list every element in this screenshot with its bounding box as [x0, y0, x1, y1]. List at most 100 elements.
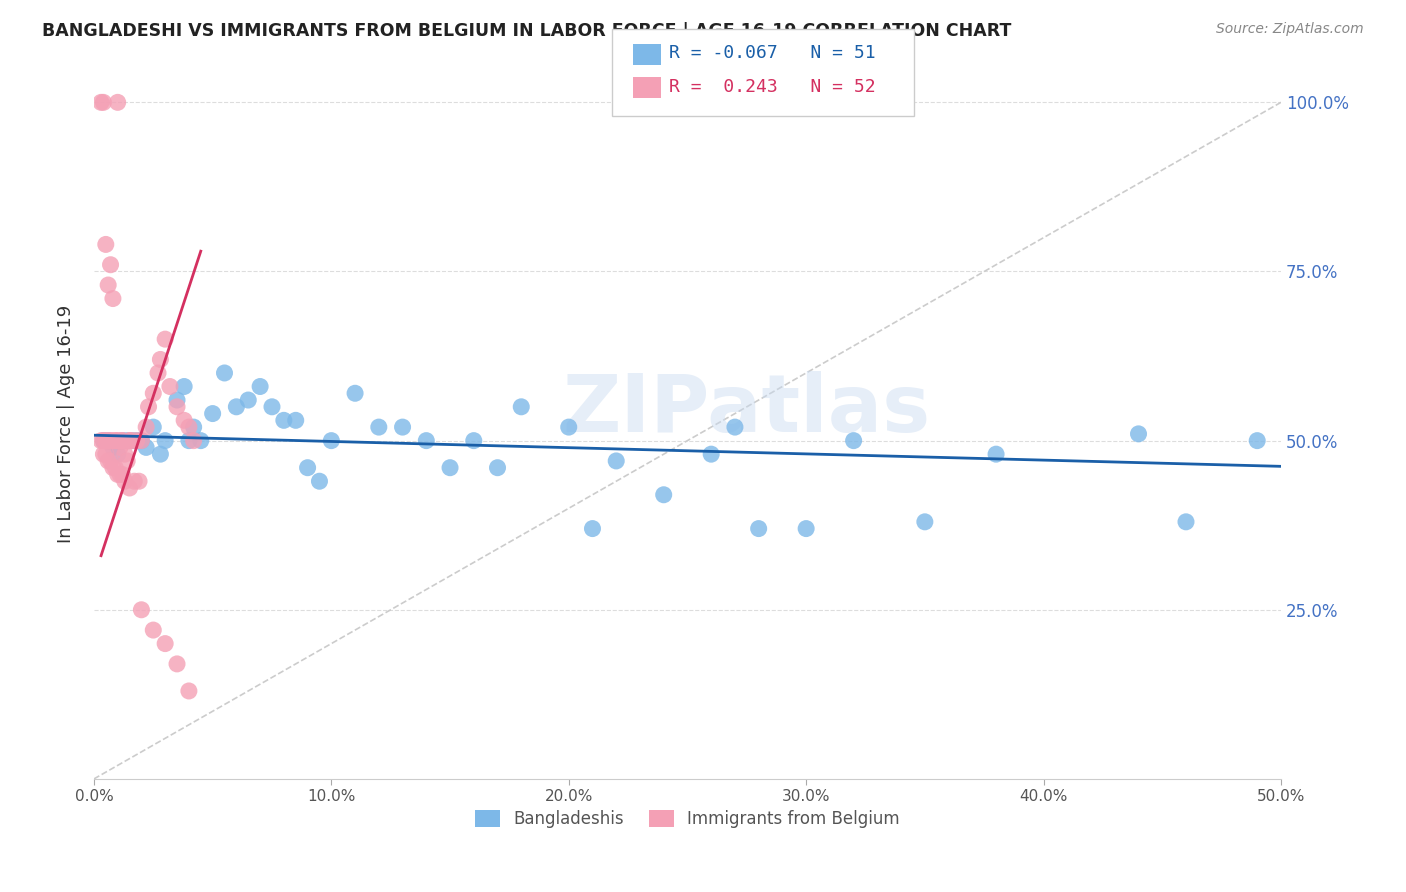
Point	[101, 434, 124, 448]
Point	[149, 352, 172, 367]
Point	[107, 434, 129, 448]
Point	[1175, 515, 1198, 529]
Point	[558, 420, 581, 434]
Point	[97, 434, 120, 448]
Point	[90, 95, 112, 110]
Point	[486, 460, 509, 475]
Text: BANGLADESHI VS IMMIGRANTS FROM BELGIUM IN LABOR FORCE | AGE 16-19 CORRELATION CH: BANGLADESHI VS IMMIGRANTS FROM BELGIUM I…	[42, 22, 1011, 40]
Point	[118, 434, 141, 448]
Point	[101, 292, 124, 306]
Point	[344, 386, 367, 401]
Point	[581, 522, 603, 536]
Point	[111, 467, 134, 482]
Point	[238, 392, 260, 407]
Point	[131, 603, 153, 617]
Point	[121, 434, 143, 448]
Point	[108, 467, 131, 482]
Point	[166, 392, 188, 407]
Point	[794, 522, 817, 536]
Point	[124, 474, 146, 488]
Point	[138, 400, 160, 414]
Point	[146, 366, 169, 380]
Point	[166, 657, 188, 671]
Point	[118, 434, 141, 448]
Point	[101, 441, 124, 455]
Point	[308, 474, 330, 488]
Point	[166, 400, 188, 414]
Point	[115, 454, 138, 468]
Point	[107, 95, 129, 110]
Point	[415, 434, 437, 448]
Point	[605, 454, 627, 468]
Point	[118, 481, 141, 495]
Point	[367, 420, 389, 434]
Point	[114, 447, 136, 461]
Point	[510, 400, 533, 414]
Point	[94, 237, 117, 252]
Point	[183, 434, 205, 448]
Point	[1128, 426, 1150, 441]
Point	[173, 413, 195, 427]
Point	[100, 434, 122, 448]
Point	[260, 400, 283, 414]
Point	[94, 447, 117, 461]
Text: R = -0.067   N = 51: R = -0.067 N = 51	[669, 44, 876, 62]
Point	[297, 460, 319, 475]
Point	[724, 420, 747, 434]
Point	[131, 434, 153, 448]
Point	[190, 434, 212, 448]
Point	[1246, 434, 1268, 448]
Point	[273, 413, 295, 427]
Point	[284, 413, 307, 427]
Point	[107, 434, 129, 448]
Point	[104, 460, 127, 475]
Point	[142, 623, 165, 637]
Point	[97, 434, 120, 448]
Point	[914, 515, 936, 529]
Point	[94, 434, 117, 448]
Point	[183, 420, 205, 434]
Point	[153, 332, 176, 346]
Point	[249, 379, 271, 393]
Point	[142, 420, 165, 434]
Point	[135, 441, 157, 455]
Point	[121, 434, 143, 448]
Point	[104, 434, 127, 448]
Point	[225, 400, 247, 414]
Point	[177, 420, 200, 434]
Text: ZIPatlas: ZIPatlas	[562, 370, 931, 449]
Point	[97, 454, 120, 468]
Point	[128, 474, 150, 488]
Point	[100, 258, 122, 272]
Point	[108, 441, 131, 455]
Point	[131, 434, 153, 448]
Point	[149, 447, 172, 461]
Point	[107, 447, 129, 461]
Point	[700, 447, 723, 461]
Point	[100, 454, 122, 468]
Point	[101, 460, 124, 475]
Point	[652, 488, 675, 502]
Point	[93, 447, 115, 461]
Point	[90, 434, 112, 448]
Point	[321, 434, 343, 448]
Point	[93, 434, 115, 448]
Point	[439, 460, 461, 475]
Point	[173, 379, 195, 393]
Point	[125, 434, 148, 448]
Point	[114, 474, 136, 488]
Point	[93, 95, 115, 110]
Text: Source: ZipAtlas.com: Source: ZipAtlas.com	[1216, 22, 1364, 37]
Point	[115, 434, 138, 448]
Point	[142, 386, 165, 401]
Point	[153, 434, 176, 448]
Point	[111, 434, 134, 448]
Point	[97, 278, 120, 293]
Text: R =  0.243   N = 52: R = 0.243 N = 52	[669, 78, 876, 95]
Point	[391, 420, 413, 434]
Y-axis label: In Labor Force | Age 16-19: In Labor Force | Age 16-19	[58, 304, 75, 543]
Point	[153, 637, 176, 651]
Point	[177, 434, 200, 448]
Point	[177, 684, 200, 698]
Point	[107, 467, 129, 482]
